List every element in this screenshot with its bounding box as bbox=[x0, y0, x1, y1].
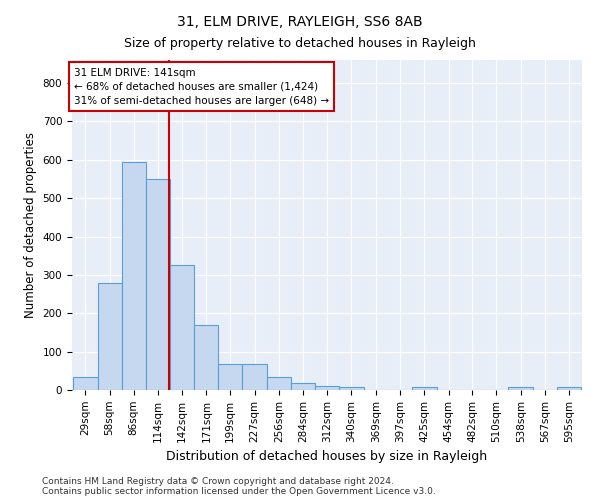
Bar bbox=[194, 325, 218, 390]
Y-axis label: Number of detached properties: Number of detached properties bbox=[24, 132, 37, 318]
Bar bbox=[339, 387, 364, 390]
Text: 31 ELM DRIVE: 141sqm
← 68% of detached houses are smaller (1,424)
31% of semi-de: 31 ELM DRIVE: 141sqm ← 68% of detached h… bbox=[74, 68, 329, 106]
Text: 31, ELM DRIVE, RAYLEIGH, SS6 8AB: 31, ELM DRIVE, RAYLEIGH, SS6 8AB bbox=[177, 15, 423, 29]
Bar bbox=[73, 376, 98, 390]
X-axis label: Distribution of detached houses by size in Rayleigh: Distribution of detached houses by size … bbox=[166, 450, 488, 463]
Text: Contains public sector information licensed under the Open Government Licence v3: Contains public sector information licen… bbox=[42, 487, 436, 496]
Bar bbox=[291, 383, 315, 390]
Bar bbox=[218, 364, 242, 390]
Bar bbox=[146, 179, 170, 390]
Bar bbox=[508, 387, 533, 390]
Text: Size of property relative to detached houses in Rayleigh: Size of property relative to detached ho… bbox=[124, 38, 476, 51]
Bar bbox=[242, 364, 267, 390]
Bar bbox=[170, 266, 194, 390]
Bar bbox=[557, 387, 581, 390]
Bar bbox=[122, 162, 146, 390]
Bar bbox=[267, 376, 291, 390]
Bar bbox=[412, 387, 437, 390]
Text: Contains HM Land Registry data © Crown copyright and database right 2024.: Contains HM Land Registry data © Crown c… bbox=[42, 477, 394, 486]
Bar bbox=[98, 282, 122, 390]
Bar bbox=[315, 386, 339, 390]
